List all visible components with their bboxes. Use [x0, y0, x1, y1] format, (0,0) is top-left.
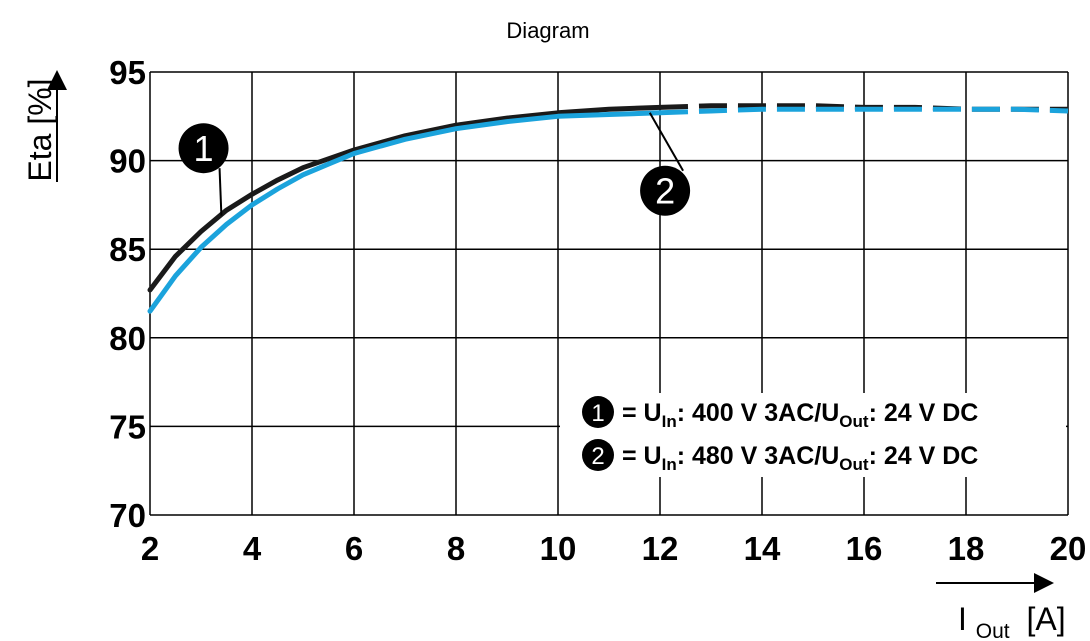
x-tick-8: 8: [447, 530, 465, 567]
x-tick-14: 14: [744, 530, 781, 567]
x-tick-12: 12: [642, 530, 679, 567]
grid: [149, 71, 1069, 516]
x-tick-6: 6: [345, 530, 363, 567]
marker-1-circle: [178, 123, 229, 174]
legend-2-prefix: = U: [622, 442, 662, 470]
marker-1-label: 1: [194, 128, 214, 169]
series-layer: [147, 103, 1069, 314]
chart-title: Diagram: [506, 18, 589, 43]
legend-1-sub1: In: [662, 412, 677, 431]
legend-background: [560, 393, 1066, 477]
x-tick-10: 10: [540, 530, 577, 567]
legend-2-mid: : 480 V 3AC/U: [677, 442, 840, 470]
y-tick-90: 90: [109, 143, 146, 180]
legend-1-text: = UIn: 400 V 3AC/UOut: 24 V DC: [622, 399, 978, 431]
y-axis-label: Eta [%]: [22, 70, 67, 182]
y-tick-80: 80: [109, 320, 146, 357]
legend-2-marker-label: 2: [591, 443, 604, 470]
marker-2-label: 2: [655, 171, 675, 212]
series-1-line: [147, 104, 663, 293]
y-tick-95: 95: [109, 54, 146, 91]
legend-2-sub2: Out: [839, 455, 869, 474]
y-tick-75: 75: [109, 408, 146, 445]
x-tick-20: 20: [1050, 530, 1087, 567]
legend: 1 = UIn: 400 V 3AC/UOut: 24 V DC2 = UIn: 4…: [560, 393, 1066, 477]
legend-2-suffix: : 24 V DC: [869, 442, 979, 470]
x-axis-title-unit: [A]: [1027, 601, 1066, 637]
marker-2-leader: [648, 112, 684, 172]
legend-2-marker: [582, 439, 614, 471]
series-2-line: [147, 110, 663, 314]
legend-1-marker-label: 1: [591, 400, 604, 427]
x-axis-title-main: I: [958, 601, 967, 637]
x-axis-title: I Out [A]: [958, 601, 1066, 641]
legend-1-sub2: Out: [839, 412, 869, 431]
legend-2-sub1: In: [662, 455, 677, 474]
legend-2-text: = UIn: 480 V 3AC/UOut: 24 V DC: [622, 442, 978, 474]
annotations: 12: [178, 112, 691, 216]
legend-1-marker: [582, 396, 614, 428]
y-tick-85: 85: [109, 231, 146, 268]
x-tick-18: 18: [948, 530, 985, 567]
x-axis-label: I Out [A]: [936, 573, 1066, 641]
marker-2-circle: [640, 165, 691, 216]
x-tick-4: 4: [243, 530, 262, 567]
y-axis-title: Eta [%]: [22, 78, 58, 181]
legend-1-prefix: = U: [622, 399, 662, 427]
x-tick-2: 2: [141, 530, 159, 567]
x-axis-title-sub: Out: [976, 620, 1010, 641]
series-2-dashed-line: [659, 106, 1069, 116]
x-tick-16: 16: [846, 530, 883, 567]
marker-1-leader: [218, 168, 223, 216]
legend-1-suffix: : 24 V DC: [869, 399, 979, 427]
legend-1-mid: : 400 V 3AC/U: [677, 399, 840, 427]
y-tick-70: 70: [109, 497, 146, 534]
